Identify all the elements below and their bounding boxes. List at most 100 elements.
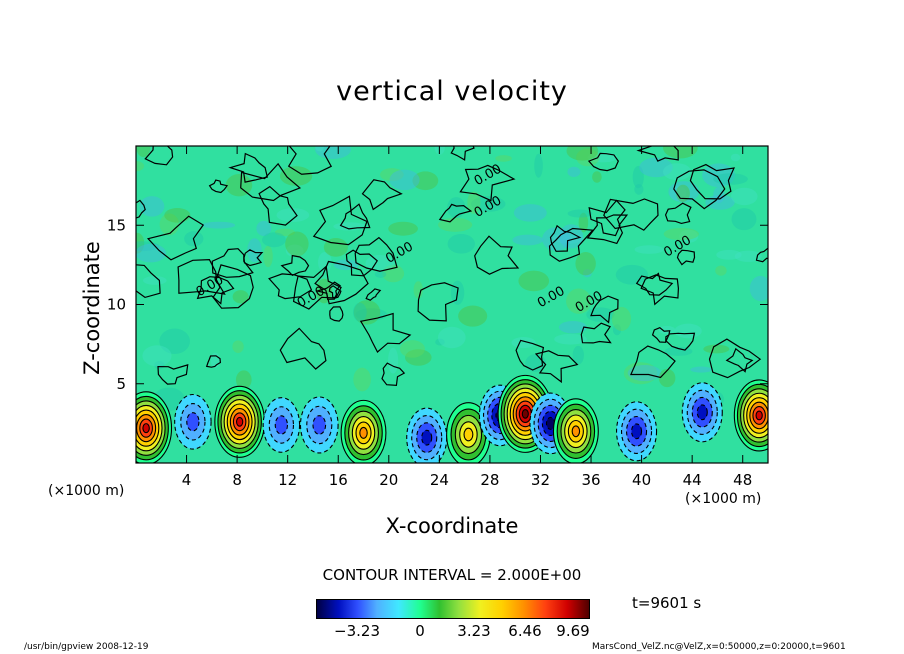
velocity-cell: [571, 425, 581, 438]
field-patch: [315, 146, 325, 152]
field-patch: [663, 146, 698, 159]
field-patch: [202, 221, 236, 229]
field-patch: [632, 165, 644, 189]
field-patch: [353, 302, 367, 322]
contour-line: [268, 273, 313, 300]
contour-line: [689, 163, 735, 200]
field-patch: [405, 349, 432, 366]
field-patch: [380, 168, 404, 182]
field-patch: [413, 281, 423, 299]
contour-line: [243, 249, 264, 267]
contour-line: [755, 247, 768, 263]
contour-line: [580, 322, 612, 344]
field-patch: [232, 340, 244, 354]
field-patch: [679, 229, 699, 243]
field-patch: [730, 153, 741, 162]
contour-line: [211, 248, 254, 278]
field-patch: [676, 184, 690, 202]
field-patch: [658, 368, 676, 388]
field-patch: [262, 232, 286, 248]
contour-line: [515, 339, 545, 371]
field-patch: [447, 234, 475, 254]
field-patch: [447, 197, 466, 219]
footer-data-source: MarsCond_VelZ.nc@VelZ,x=0:50000,z=0:2000…: [592, 642, 846, 652]
field-patch: [567, 166, 581, 178]
contour-line: [361, 179, 403, 211]
contour-line: [339, 203, 371, 230]
contour-line: [345, 249, 378, 277]
field-patch: [471, 196, 506, 212]
field-patch: [611, 306, 632, 331]
field-patch: [639, 157, 673, 178]
field-patch: [512, 234, 544, 246]
contour-line: [673, 169, 726, 210]
field-patch: [582, 269, 592, 278]
contour-line: [354, 236, 398, 272]
field-patch: [705, 195, 735, 210]
field-patch: [467, 191, 481, 214]
velocity-cell: [359, 426, 368, 439]
field-patch: [554, 333, 587, 345]
field-patch: [623, 362, 658, 385]
velocity-cell: [235, 416, 244, 427]
contour-line: [590, 295, 619, 324]
field-patch: [495, 155, 512, 162]
contour-line: [177, 258, 226, 295]
contour-line: [240, 162, 302, 202]
footer-program-date: /usr/bin/gpview 2008-12-19: [24, 642, 149, 652]
contour-line: [314, 281, 341, 300]
contour-line: [635, 272, 674, 296]
field-patch: [256, 220, 272, 237]
field-patch: [315, 146, 351, 160]
field-patch: [658, 325, 676, 335]
x-tick-label: 4: [182, 471, 192, 489]
x-tick-label: 48: [733, 471, 752, 489]
velocity-cell: [421, 429, 433, 446]
field-patch: [235, 370, 252, 390]
contour-line: [588, 199, 626, 237]
field-patch: [674, 323, 702, 339]
colorbar-tick: 3.23: [457, 622, 491, 640]
x-tick-label: 36: [581, 471, 600, 489]
contour-line: [157, 364, 189, 385]
contour-line: [329, 306, 344, 322]
contour-line: [459, 164, 516, 202]
field-patch: [139, 196, 165, 217]
velocity-cell: [755, 410, 763, 421]
contour-line: [208, 179, 229, 194]
x-unit-right: (×1000 m): [685, 491, 762, 507]
field-patch: [232, 290, 249, 304]
field-patch: [715, 265, 727, 276]
field-patch: [276, 208, 310, 223]
field-patch: [716, 249, 742, 260]
field-patch: [713, 173, 748, 185]
field-patch: [142, 345, 172, 367]
contour-line: [603, 198, 659, 231]
field-patch: [285, 244, 304, 258]
x-tick-label: 8: [232, 471, 242, 489]
field-patch: [136, 146, 151, 158]
time-label: t=9601 s: [632, 594, 702, 612]
contour-line: [629, 345, 676, 379]
field-patch: [318, 251, 332, 273]
field-patch: [575, 251, 596, 276]
contour-line: [640, 274, 680, 306]
field-patch: [663, 227, 699, 241]
x-tick-label: 44: [683, 471, 702, 489]
contour-line: [279, 327, 327, 370]
chart-title: vertical velocity: [336, 76, 568, 107]
contour-line: [136, 199, 146, 219]
field-patch: [263, 245, 273, 268]
field-patch: [749, 275, 768, 302]
y-tick-label: 15: [107, 216, 126, 234]
contour-line: [549, 224, 582, 252]
y-tick-label: 5: [116, 375, 126, 393]
contour-line: [292, 265, 342, 310]
field-patch: [513, 204, 547, 222]
field-patch: [612, 324, 622, 336]
x-unit-left: (×1000 m): [48, 483, 125, 499]
contour-line: [212, 264, 254, 309]
field-patch: [730, 187, 758, 206]
contour-line: [417, 282, 459, 322]
field-patch: [576, 148, 600, 167]
